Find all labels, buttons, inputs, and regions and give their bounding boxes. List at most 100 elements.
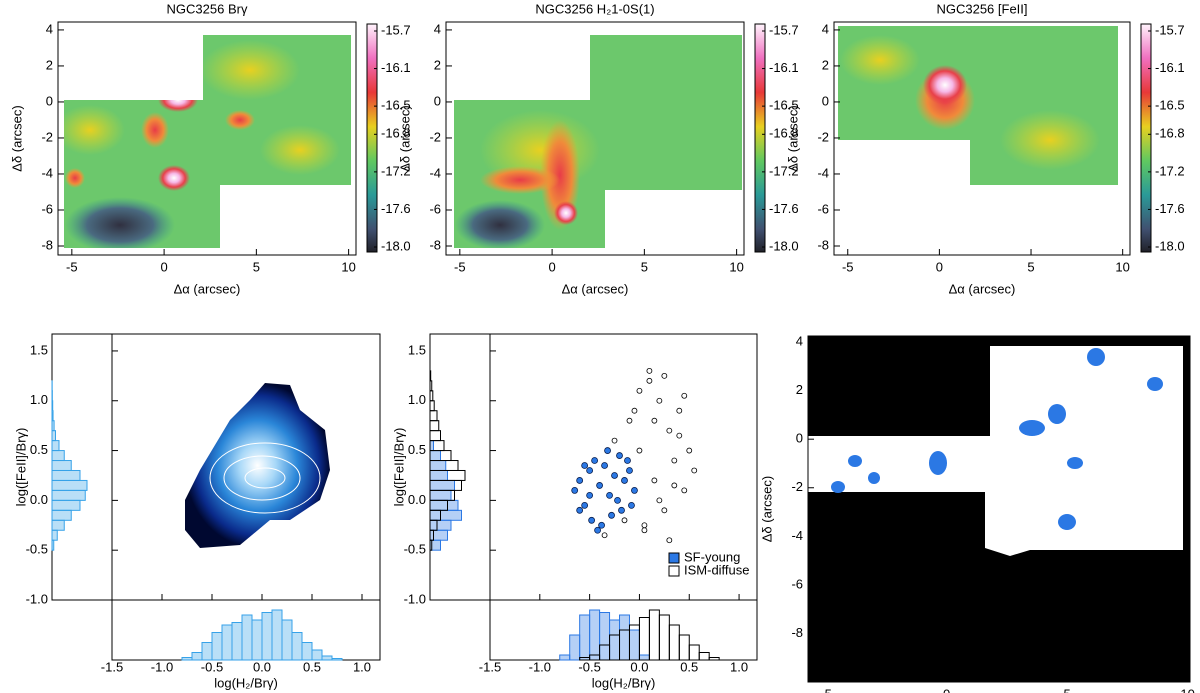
scatter-point (636, 387, 643, 394)
side-hist-bar (429, 469, 448, 481)
side-hist-bar (51, 479, 88, 491)
plot-frame (833, 21, 1131, 256)
y-tick-label: -6 (817, 201, 829, 216)
scatter-point (596, 482, 603, 489)
side-hist-bar (429, 430, 441, 442)
y-tick-label: 0.0 (30, 492, 48, 507)
x-tick-label: -0.5 (578, 659, 600, 674)
bottom-hist-bar (261, 612, 273, 661)
scatter-point (651, 477, 658, 484)
y-tick-label: 0.5 (30, 442, 48, 457)
bottom-hist-bar (211, 632, 223, 661)
bottom-hist-bar (331, 658, 343, 661)
scatter-point (661, 372, 668, 379)
y-tick-label: 4 (822, 21, 829, 36)
y-axis-label: Δδ (arcsec) (9, 105, 24, 171)
colorbar-label: -16.8 (381, 126, 411, 141)
y-tick-label: 0 (822, 93, 829, 108)
x-tick-label: 0 (943, 686, 950, 693)
colorbar-label: -15.7 (381, 22, 411, 37)
side-hist-bar (429, 489, 452, 501)
side-hist-bar (429, 410, 438, 422)
bottom-hist-bar (271, 609, 283, 661)
legend-swatch (668, 565, 680, 577)
y-tick-label: -4 (429, 165, 441, 180)
bottom-hist-bar (648, 609, 660, 661)
side-hist-bar (429, 370, 432, 382)
scatter-point (606, 491, 613, 499)
scatter-point (581, 501, 589, 509)
colorbar-label: -16.1 (769, 60, 799, 75)
scatter-point (641, 522, 648, 529)
bottom-hist-bar (658, 614, 670, 661)
y-tick-label: 2 (46, 57, 53, 72)
side-hist-bar (51, 519, 65, 531)
colorbar-label: -17.6 (1155, 201, 1185, 216)
colorbar-label: -17.2 (769, 163, 799, 178)
colorbar-label: -16.8 (1155, 126, 1185, 141)
colorbar-label: -17.2 (1155, 163, 1185, 178)
plot-frame (445, 21, 745, 256)
scatter-point (651, 417, 658, 424)
x-axis-label: Δα (arcsec) (949, 281, 1016, 296)
side-hist-bar (51, 499, 81, 511)
y-tick-label: -8 (791, 625, 803, 640)
scatter-point (676, 432, 683, 439)
x-tick-label: -0.5 (201, 659, 223, 674)
colorbar-label: -16.1 (381, 60, 411, 75)
colorbar-label: -16.8 (769, 126, 799, 141)
scatter-point (621, 517, 628, 524)
map-image (64, 35, 351, 248)
colorbar-label: -16.1 (1155, 60, 1185, 75)
scatter-point (611, 437, 618, 444)
x-tick-label: -5 (842, 259, 854, 274)
y-tick-label: -2 (791, 479, 803, 494)
side-hist-bar (51, 469, 81, 481)
scatter-point (661, 507, 668, 514)
y-axis-label: log([FeII]/Brγ) (13, 428, 28, 507)
scatter-point (598, 521, 605, 529)
bottom-hist-bar (678, 634, 690, 661)
y-tick-label: -2 (41, 129, 53, 144)
bottom-hist-bar (251, 619, 263, 661)
bottom-hist-bar (201, 642, 213, 661)
y-tick-label: 0.5 (408, 442, 426, 457)
colorbar-label: -16.5 (769, 98, 799, 113)
bottom-hist-bar (638, 654, 650, 661)
y-tick-label: -6 (429, 201, 441, 216)
colorbar-label: -15.7 (1155, 22, 1185, 37)
scatter-point (576, 506, 584, 514)
x-tick-label: 0 (936, 259, 943, 274)
colorbar-label: -17.2 (381, 163, 411, 178)
bottom-hist-bar (569, 634, 581, 661)
side-hist-bar (429, 529, 448, 541)
bottom-hist-bar (321, 655, 333, 661)
side-hist-bar (51, 539, 55, 551)
bottom-hist-bar (698, 652, 710, 661)
scatter-point (666, 537, 673, 544)
y-tick-label: -4 (791, 528, 803, 543)
scatter-point (608, 511, 615, 519)
colorbar (754, 23, 766, 253)
x-tick-label: -1.5 (479, 659, 501, 674)
scatter-point (641, 527, 648, 534)
y-axis-label: log([FeII]/Brγ) (391, 428, 406, 507)
scatter-point (681, 392, 688, 399)
bottom-hist-bar (221, 624, 233, 661)
scatter-point (666, 427, 673, 434)
side-hist-bar (51, 450, 65, 462)
colorbar-label: -15.7 (769, 22, 799, 37)
scatter-point (686, 447, 693, 454)
scatter-point (614, 496, 621, 504)
scatter-point (586, 467, 594, 474)
y-tick-label: -8 (429, 237, 441, 252)
scatter-point (626, 467, 633, 474)
scatter-point (591, 457, 599, 464)
bottom-hist-bar (241, 614, 253, 661)
x-tick-label: 0.0 (630, 659, 648, 674)
side-hist-bar (429, 400, 435, 412)
scatter-point (628, 501, 635, 509)
scatter-point (631, 487, 638, 494)
x-tick-label: 10 (1180, 686, 1194, 693)
y-axis-label: Δδ (arcsec) (397, 105, 412, 171)
